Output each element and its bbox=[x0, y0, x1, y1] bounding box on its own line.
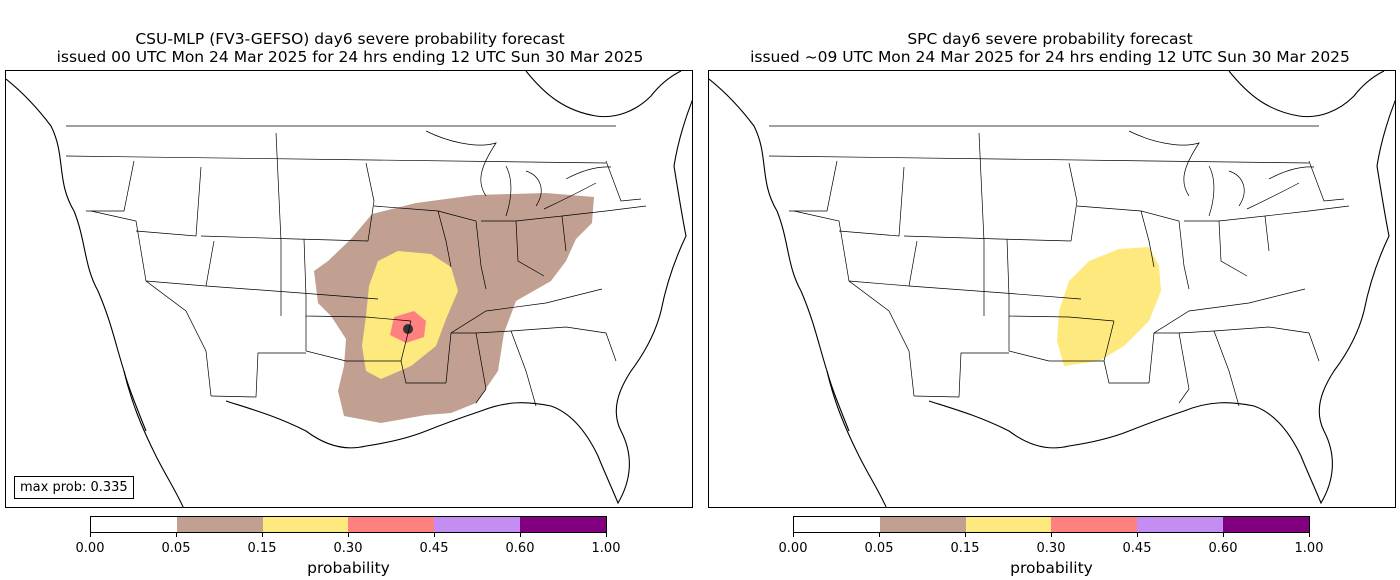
colorbar-tick-label: 0.30 bbox=[1036, 541, 1066, 556]
colorbar-bin-6 bbox=[520, 517, 606, 532]
title-line-2: issued 00 UTC Mon 24 Mar 2025 for 24 hrs… bbox=[56, 48, 644, 66]
colorbar-tick-label: 0.00 bbox=[778, 541, 808, 556]
title-line-1: CSU-MLP (FV3-GEFSO) day6 severe probabil… bbox=[135, 30, 565, 48]
colorbar-tick-label: 0.30 bbox=[333, 541, 363, 556]
colorbar-tick-label: 0.60 bbox=[505, 541, 535, 556]
colorbar-bin-3 bbox=[262, 517, 349, 532]
colorbar-tick-label: 0.45 bbox=[1122, 541, 1152, 556]
colorbar-tick-label: 0.45 bbox=[419, 541, 449, 556]
colorbar-tick-label: 1.00 bbox=[591, 541, 621, 556]
colorbar bbox=[793, 516, 1310, 533]
map-canvas bbox=[6, 71, 692, 507]
colorbar-label: probability bbox=[1010, 559, 1093, 577]
colorbar-bin-5 bbox=[1137, 517, 1224, 532]
max-prob-point bbox=[403, 324, 413, 334]
title-line-2: issued ~09 UTC Mon 24 Mar 2025 for 24 hr… bbox=[750, 48, 1350, 66]
map-canvas bbox=[709, 71, 1395, 507]
prob-contour-0.15 bbox=[1057, 247, 1161, 366]
title-line-1: SPC day6 severe probability forecast bbox=[907, 30, 1193, 48]
colorbar-bin-1 bbox=[794, 517, 880, 532]
spc-map bbox=[708, 70, 1396, 508]
colorbar-bin-2 bbox=[879, 517, 966, 532]
colorbar-bin-6 bbox=[1223, 517, 1309, 532]
colorbar-bin-4 bbox=[1051, 517, 1138, 532]
colorbar-bin-1 bbox=[91, 517, 177, 532]
prob-contour-0.05 bbox=[314, 193, 594, 423]
spc-title: SPC day6 severe probability forecast iss… bbox=[700, 30, 1400, 66]
csu-mlp-map: max prob: 0.335 bbox=[5, 70, 693, 508]
colorbar-tick-label: 0.05 bbox=[161, 541, 191, 556]
colorbar-bin-4 bbox=[348, 517, 435, 532]
spc-panel: SPC day6 severe probability forecast iss… bbox=[700, 0, 1400, 580]
colorbar-bin-2 bbox=[176, 517, 263, 532]
colorbar-tick-label: 0.05 bbox=[864, 541, 894, 556]
basemap bbox=[709, 71, 1395, 507]
colorbar-label: probability bbox=[307, 559, 390, 577]
colorbar-tick-label: 0.15 bbox=[247, 541, 277, 556]
colorbar-tick-label: 0.00 bbox=[75, 541, 105, 556]
colorbar-bin-5 bbox=[434, 517, 521, 532]
colorbar-ticks: 0.00 0.05 0.15 0.30 0.45 0.60 1.00 bbox=[76, 533, 620, 563]
colorbar-tick-label: 0.15 bbox=[950, 541, 980, 556]
csu-mlp-panel: CSU-MLP (FV3-GEFSO) day6 severe probabil… bbox=[0, 30, 700, 577]
csu-mlp-title: CSU-MLP (FV3-GEFSO) day6 severe probabil… bbox=[0, 30, 700, 66]
colorbar-tick-label: 1.00 bbox=[1294, 541, 1324, 556]
colorbar-ticks: 0.00 0.05 0.15 0.30 0.45 0.60 1.00 bbox=[779, 533, 1323, 563]
colorbar-tick-label: 0.60 bbox=[1208, 541, 1238, 556]
max-prob-box: max prob: 0.335 bbox=[14, 476, 134, 499]
basemap bbox=[6, 71, 692, 507]
colorbar bbox=[90, 516, 607, 533]
colorbar-bin-3 bbox=[965, 517, 1052, 532]
